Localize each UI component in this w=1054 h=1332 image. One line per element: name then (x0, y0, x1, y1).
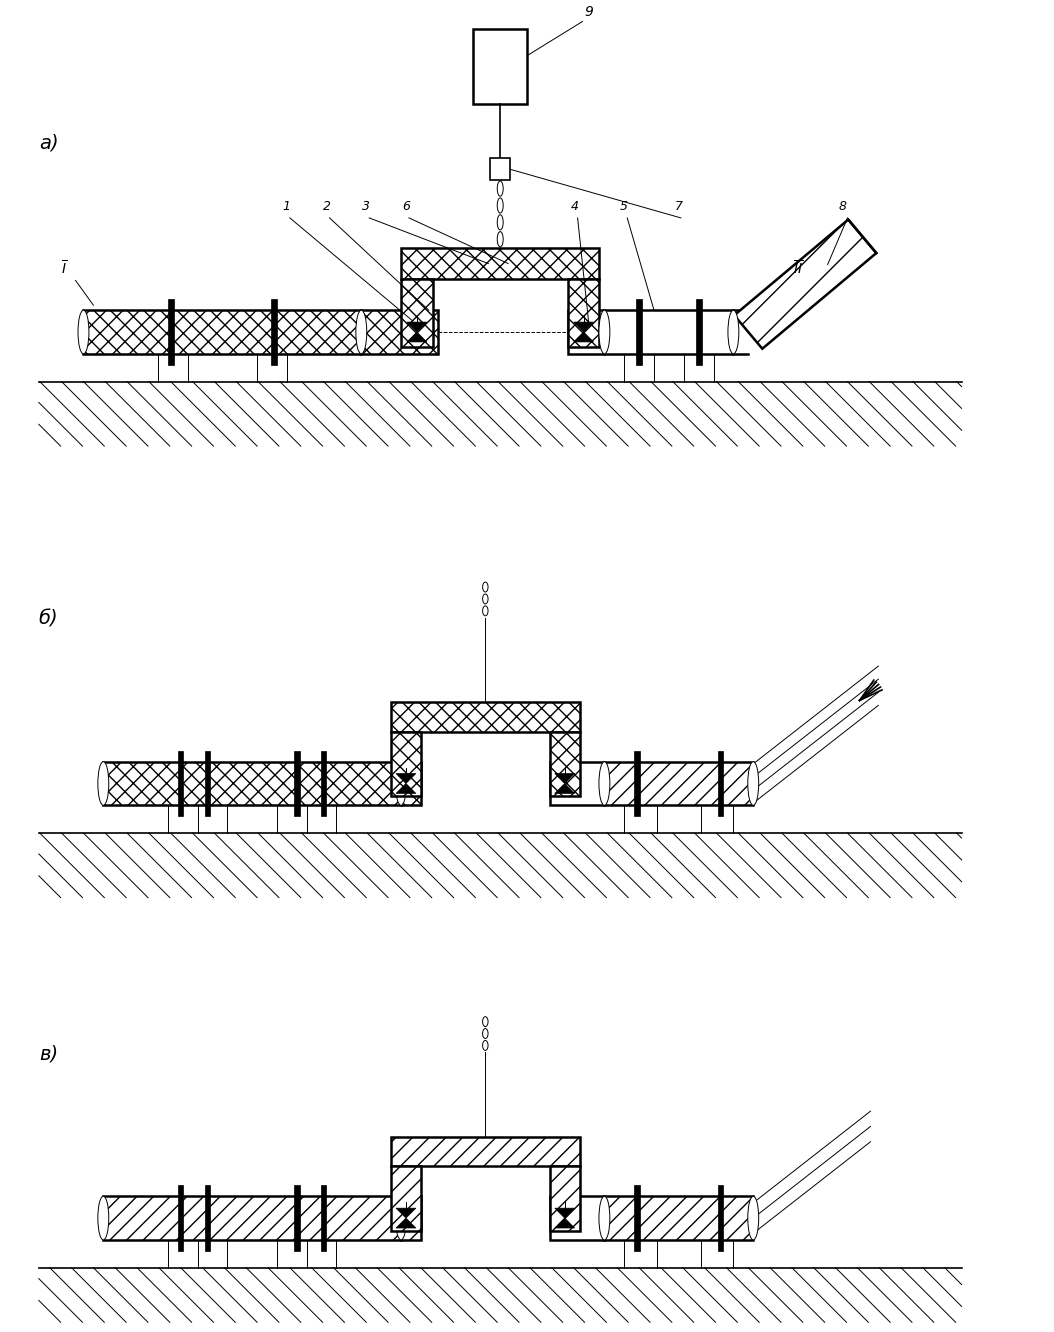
Bar (718, 751, 723, 817)
Bar (604, 762, 754, 806)
Polygon shape (396, 774, 416, 783)
Polygon shape (554, 1208, 574, 1217)
Bar (490, 159, 510, 180)
Text: 6: 6 (402, 200, 410, 213)
Bar (320, 1185, 327, 1251)
Bar (294, 1185, 299, 1251)
Polygon shape (573, 322, 593, 332)
Bar (718, 1185, 723, 1251)
Bar (401, 762, 421, 806)
Bar (473, 29, 527, 104)
Polygon shape (554, 774, 574, 783)
Bar (204, 1185, 210, 1251)
Bar (401, 1196, 421, 1240)
Bar (550, 731, 580, 797)
Bar (168, 300, 174, 365)
Ellipse shape (747, 762, 759, 806)
Polygon shape (554, 783, 574, 794)
Bar (391, 1136, 580, 1167)
Bar (401, 280, 433, 346)
Text: в): в) (39, 1044, 58, 1063)
Polygon shape (396, 1208, 416, 1217)
Polygon shape (407, 332, 427, 342)
Bar (550, 762, 604, 806)
Ellipse shape (78, 310, 89, 354)
Ellipse shape (728, 310, 739, 354)
Bar (550, 1196, 604, 1240)
Polygon shape (407, 322, 427, 332)
Text: б): б) (39, 610, 58, 629)
Bar (550, 1167, 580, 1231)
Text: 2: 2 (323, 200, 331, 213)
Bar (103, 762, 401, 806)
Ellipse shape (98, 1196, 109, 1240)
Polygon shape (396, 783, 416, 794)
Bar (568, 310, 604, 354)
Ellipse shape (747, 1196, 759, 1240)
Bar (637, 300, 642, 365)
Ellipse shape (356, 310, 367, 354)
Ellipse shape (599, 310, 610, 354)
Bar (83, 310, 362, 354)
Bar (271, 300, 277, 365)
Ellipse shape (395, 762, 407, 806)
Ellipse shape (599, 762, 610, 806)
Bar (391, 702, 580, 731)
Text: 1: 1 (282, 200, 291, 213)
Text: 5: 5 (620, 200, 628, 213)
Bar (178, 1185, 183, 1251)
Polygon shape (573, 332, 593, 342)
Bar (103, 1196, 401, 1240)
Bar (604, 310, 734, 354)
Bar (204, 751, 210, 817)
Text: 9: 9 (585, 5, 593, 20)
Polygon shape (396, 1217, 416, 1228)
Ellipse shape (98, 762, 109, 806)
Text: $\overline{I}$: $\overline{I}$ (60, 260, 66, 277)
Text: $\overline{II}$: $\overline{II}$ (793, 260, 803, 277)
Text: 7: 7 (675, 200, 683, 213)
Ellipse shape (599, 1196, 610, 1240)
Bar (294, 751, 299, 817)
Polygon shape (735, 220, 876, 349)
Bar (362, 310, 437, 354)
Bar (568, 280, 600, 346)
Text: 4: 4 (570, 200, 579, 213)
Bar (401, 248, 600, 280)
Bar (178, 751, 183, 817)
Bar (696, 300, 702, 365)
Bar (320, 751, 327, 817)
Bar (391, 1167, 421, 1231)
Bar (635, 751, 640, 817)
Ellipse shape (395, 1196, 407, 1240)
Text: 3: 3 (363, 200, 370, 213)
Bar (391, 731, 421, 797)
Text: а): а) (39, 133, 58, 152)
Text: 8: 8 (839, 200, 846, 213)
Bar (635, 1185, 640, 1251)
Polygon shape (554, 1217, 574, 1228)
Bar (604, 1196, 754, 1240)
